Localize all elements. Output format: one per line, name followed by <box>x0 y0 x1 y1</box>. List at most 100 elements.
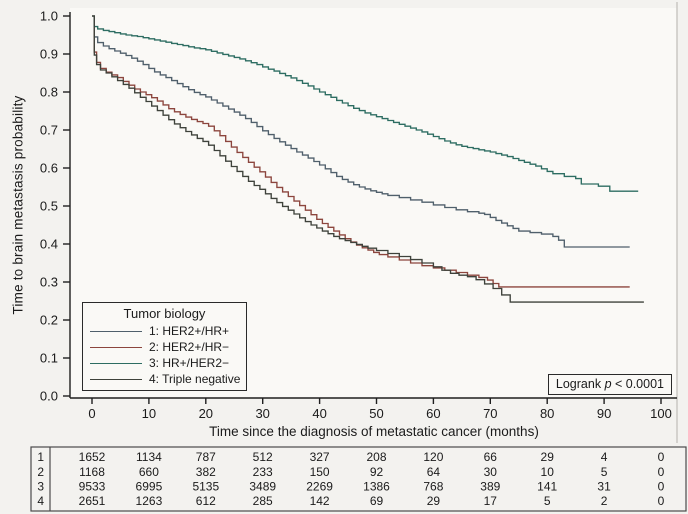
risk-count: 64 <box>427 465 441 479</box>
x-tick-label: 0 <box>88 406 95 421</box>
risk-count: 382 <box>196 465 216 479</box>
risk-row-label: 4 <box>37 494 44 508</box>
risk-count: 150 <box>310 465 330 479</box>
risk-count: 31 <box>597 480 611 494</box>
legend-item-2: 2: HER2+/HR− <box>83 339 246 355</box>
risk-count: 17 <box>484 494 498 508</box>
y-tick-label: 0.7 <box>40 123 58 138</box>
risk-count: 120 <box>423 450 443 464</box>
risk-count: 660 <box>139 465 159 479</box>
logrank-p: p <box>604 377 612 391</box>
x-tick-label: 90 <box>597 406 611 421</box>
risk-count: 10 <box>541 465 555 479</box>
curve-group-4 <box>92 15 644 303</box>
risk-count: 0 <box>658 465 665 479</box>
legend-item-1: 1: HER2+/HR+ <box>83 323 246 339</box>
risk-table-row-4: 4 2651 1263 612 285 142 69 29 17 5 2 0 <box>37 494 664 508</box>
y-tick-label: 0.2 <box>40 313 58 328</box>
risk-count: 1134 <box>136 450 162 464</box>
x-tick-label: 40 <box>312 406 326 421</box>
risk-count: 29 <box>427 494 441 508</box>
legend-line-sample <box>90 346 142 348</box>
risk-count: 29 <box>541 450 555 464</box>
y-axis-title: Time to brain metastasis probability <box>10 95 26 315</box>
y-tick-label: 0.1 <box>40 351 58 366</box>
risk-count: 92 <box>370 465 384 479</box>
risk-count: 0 <box>658 450 665 464</box>
x-tick-label: 80 <box>540 406 554 421</box>
risk-count: 768 <box>423 480 443 494</box>
risk-row-label: 3 <box>37 480 44 494</box>
risk-table-row-3: 3 9533 6995 5135 3489 2269 1386 768 389 141 31 0 <box>37 480 664 494</box>
y-tick-label: 0.3 <box>40 275 58 290</box>
y-tick-label: 0.5 <box>40 199 58 214</box>
logrank-value: < 0.0001 <box>611 377 664 391</box>
risk-count: 512 <box>253 450 273 464</box>
y-tick-label: 0.4 <box>40 237 58 252</box>
legend-title: Tumor biology <box>123 306 206 321</box>
risk-count: 5135 <box>192 480 219 494</box>
legend-label: 1: HER2+/HR+ <box>149 324 230 338</box>
curve-group-2 <box>92 15 630 288</box>
y-tick-label: 0.8 <box>40 85 58 100</box>
curve-group-1 <box>92 15 630 248</box>
risk-count: 2 <box>601 494 608 508</box>
risk-count: 2651 <box>79 494 106 508</box>
y-tick-label: 0.9 <box>40 47 58 62</box>
legend-label: 4: Triple negative <box>149 372 241 386</box>
risk-count: 1263 <box>136 494 163 508</box>
risk-count: 1386 <box>363 480 390 494</box>
x-tick-label: 10 <box>142 406 156 421</box>
risk-count: 4 <box>601 450 608 464</box>
risk-count: 142 <box>310 494 330 508</box>
risk-count: 787 <box>196 450 216 464</box>
risk-count: 2269 <box>306 480 333 494</box>
x-tick-label: 60 <box>426 406 440 421</box>
risk-row-label: 1 <box>37 450 44 464</box>
x-axis-title: Time since the diagnosis of metastatic c… <box>209 424 539 439</box>
curves <box>92 15 644 303</box>
legend-item-3: 3: HR+/HER2− <box>83 355 246 371</box>
logrank-prefix: Logrank <box>555 377 605 391</box>
risk-count: 612 <box>196 494 216 508</box>
risk-count: 30 <box>484 465 498 479</box>
x-tick-label: 20 <box>199 406 213 421</box>
legend-line-sample <box>90 362 142 364</box>
y-tick-label: 1.0 <box>40 9 58 24</box>
logrank-box: Logrank p < 0.0001 <box>547 374 672 395</box>
x-tick-label: 100 <box>650 406 672 421</box>
risk-count: 141 <box>537 480 557 494</box>
x-tick-label: 70 <box>483 406 497 421</box>
x-axis: 0 10 20 30 40 50 60 70 80 90 100 <box>70 397 677 421</box>
y-tick-label: 0.0 <box>40 389 58 404</box>
risk-count: 233 <box>253 465 273 479</box>
risk-table-row-1: 1 1652 1134 787 512 327 208 120 66 29 4 0 <box>37 450 664 464</box>
risk-count: 208 <box>366 450 386 464</box>
risk-count: 3489 <box>249 480 276 494</box>
risk-count: 69 <box>370 494 384 508</box>
curve-group-3 <box>92 15 639 192</box>
risk-count: 5 <box>544 494 551 508</box>
x-tick-label: 50 <box>369 406 383 421</box>
risk-count: 1168 <box>79 465 105 479</box>
legend-rows: 1: HER2+/HR+ 2: HER2+/HR− 3: HR+/HER2− 4: T… <box>83 323 246 387</box>
risk-count: 327 <box>310 450 330 464</box>
risk-count: 0 <box>658 480 665 494</box>
risk-count: 9533 <box>79 480 106 494</box>
risk-count: 389 <box>480 480 500 494</box>
x-tick-label: 30 <box>255 406 269 421</box>
risk-table: 1 1652 1134 787 512 327 208 120 66 29 4 0 2 1168 660 38… <box>30 446 687 512</box>
legend-line-sample <box>90 330 142 332</box>
legend-label: 3: HR+/HER2− <box>149 356 230 370</box>
risk-table-row-2: 2 1168 660 382 233 150 92 64 30 10 5 0 <box>37 465 664 479</box>
risk-count: 66 <box>484 450 498 464</box>
risk-count: 0 <box>658 494 665 508</box>
risk-count: 6995 <box>136 480 163 494</box>
y-axis: 0.0 0.1 0.2 0.3 0.4 0.5 0.6 0.7 0.8 0.9 1.0 <box>40 9 71 404</box>
risk-count: 285 <box>253 494 273 508</box>
risk-count: 1652 <box>79 450 106 464</box>
risk-row-label: 2 <box>37 465 44 479</box>
legend-label: 2: HER2+/HR− <box>149 340 230 354</box>
legend-line-sample <box>90 378 142 380</box>
